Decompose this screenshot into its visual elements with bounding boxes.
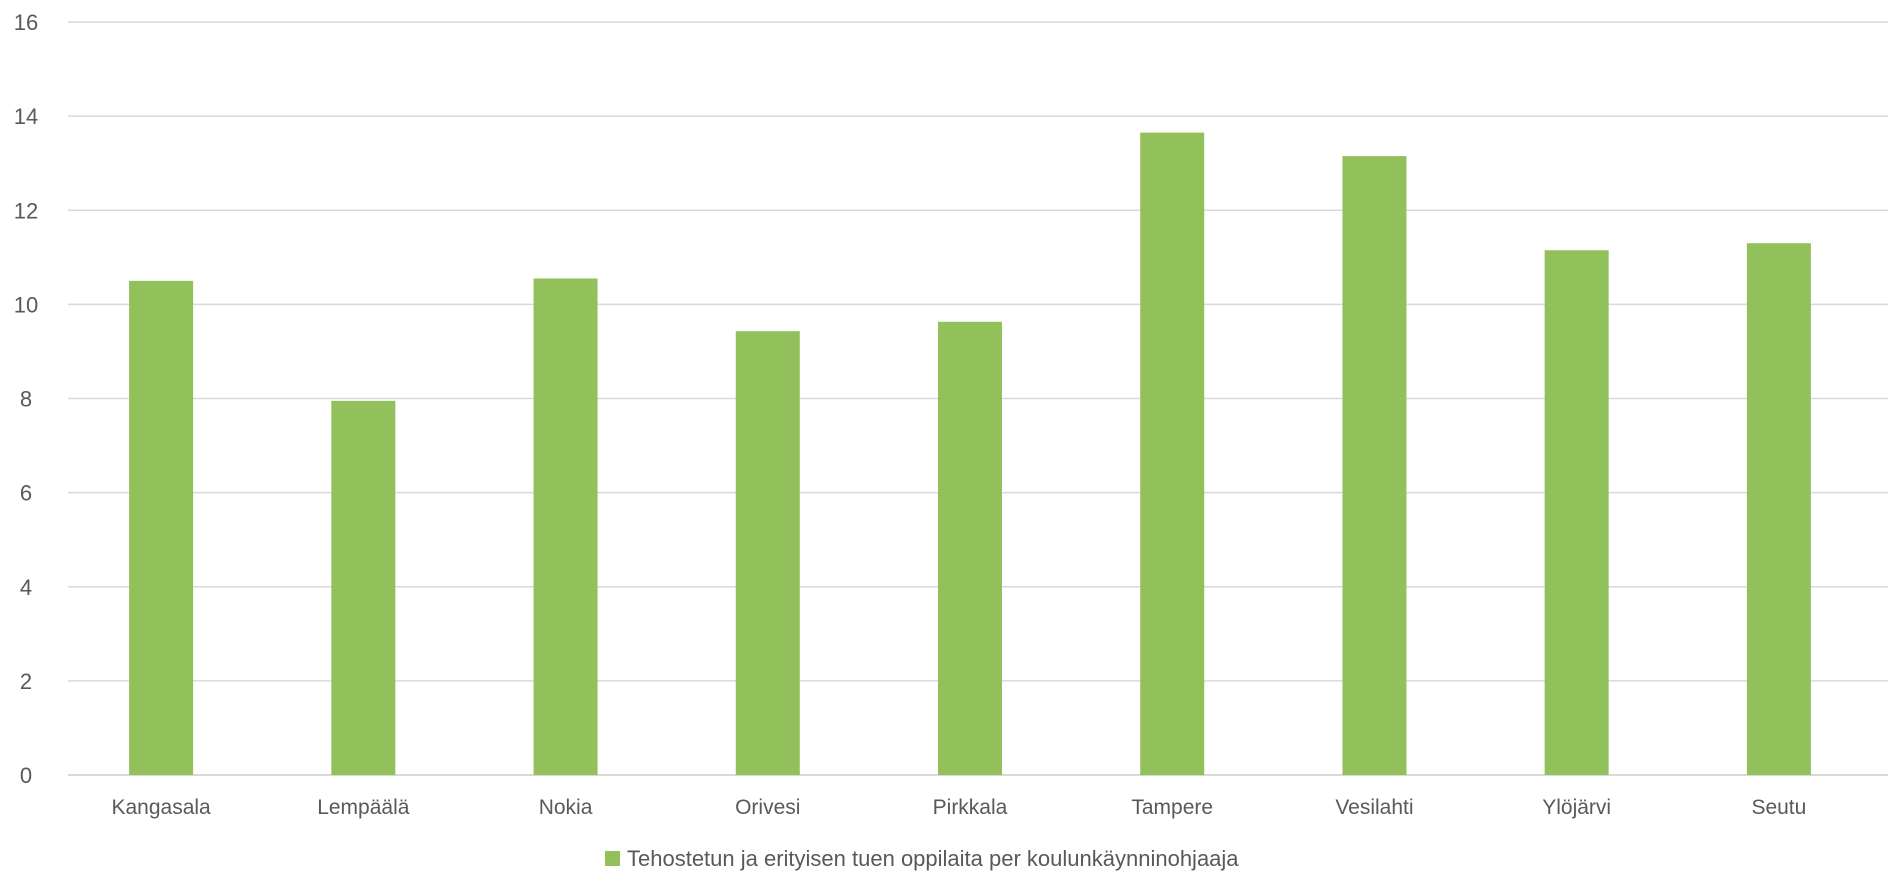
x-tick-label: Seutu: [1751, 796, 1806, 819]
y-tick-label: 14: [14, 104, 38, 129]
bar-vesilahti: [1342, 156, 1407, 776]
x-tick-label: Kangasala: [111, 796, 211, 819]
bar-orivesi: [735, 331, 800, 775]
bars: [129, 132, 1811, 776]
bar-tampere: [1140, 132, 1205, 776]
x-tick-label: Ylöjärvi: [1542, 796, 1611, 819]
legend-swatch: [605, 851, 620, 866]
x-tick-label: Nokia: [539, 796, 593, 819]
y-tick-label: 6: [20, 481, 32, 506]
y-tick-label: 0: [20, 763, 32, 788]
y-tick-label: 10: [14, 292, 38, 317]
bar-nokia: [533, 278, 598, 775]
x-tick-label: Vesilahti: [1335, 796, 1413, 819]
y-tick-label: 12: [14, 198, 38, 223]
legend: Tehostetun ja erityisen tuen oppilaita p…: [605, 846, 1239, 871]
bar-seutu: [1746, 243, 1811, 776]
y-tick-label: 8: [20, 387, 32, 412]
x-tick-label: Pirkkala: [933, 796, 1008, 819]
bar-lempäälä: [331, 400, 396, 775]
y-tick-label: 2: [20, 669, 32, 694]
x-tick-label: Orivesi: [735, 796, 800, 819]
x-tick-label: Lempäälä: [317, 796, 410, 819]
y-axis-ticks: 0 2 4 6 8 10 12 14 16: [14, 10, 38, 788]
bar-ylöjärvi: [1544, 250, 1609, 776]
x-axis-ticks: Kangasala Lempäälä Nokia Orivesi Pirkkala Tam…: [111, 796, 1806, 819]
y-tick-label: 16: [14, 10, 38, 35]
bar-pirkkala: [938, 321, 1002, 775]
y-tick-label: 4: [20, 575, 32, 600]
legend-label: Tehostetun ja erityisen tuen oppilaita p…: [627, 846, 1239, 871]
x-tick-label: Tampere: [1131, 796, 1213, 819]
bar-kangasala: [129, 280, 194, 775]
